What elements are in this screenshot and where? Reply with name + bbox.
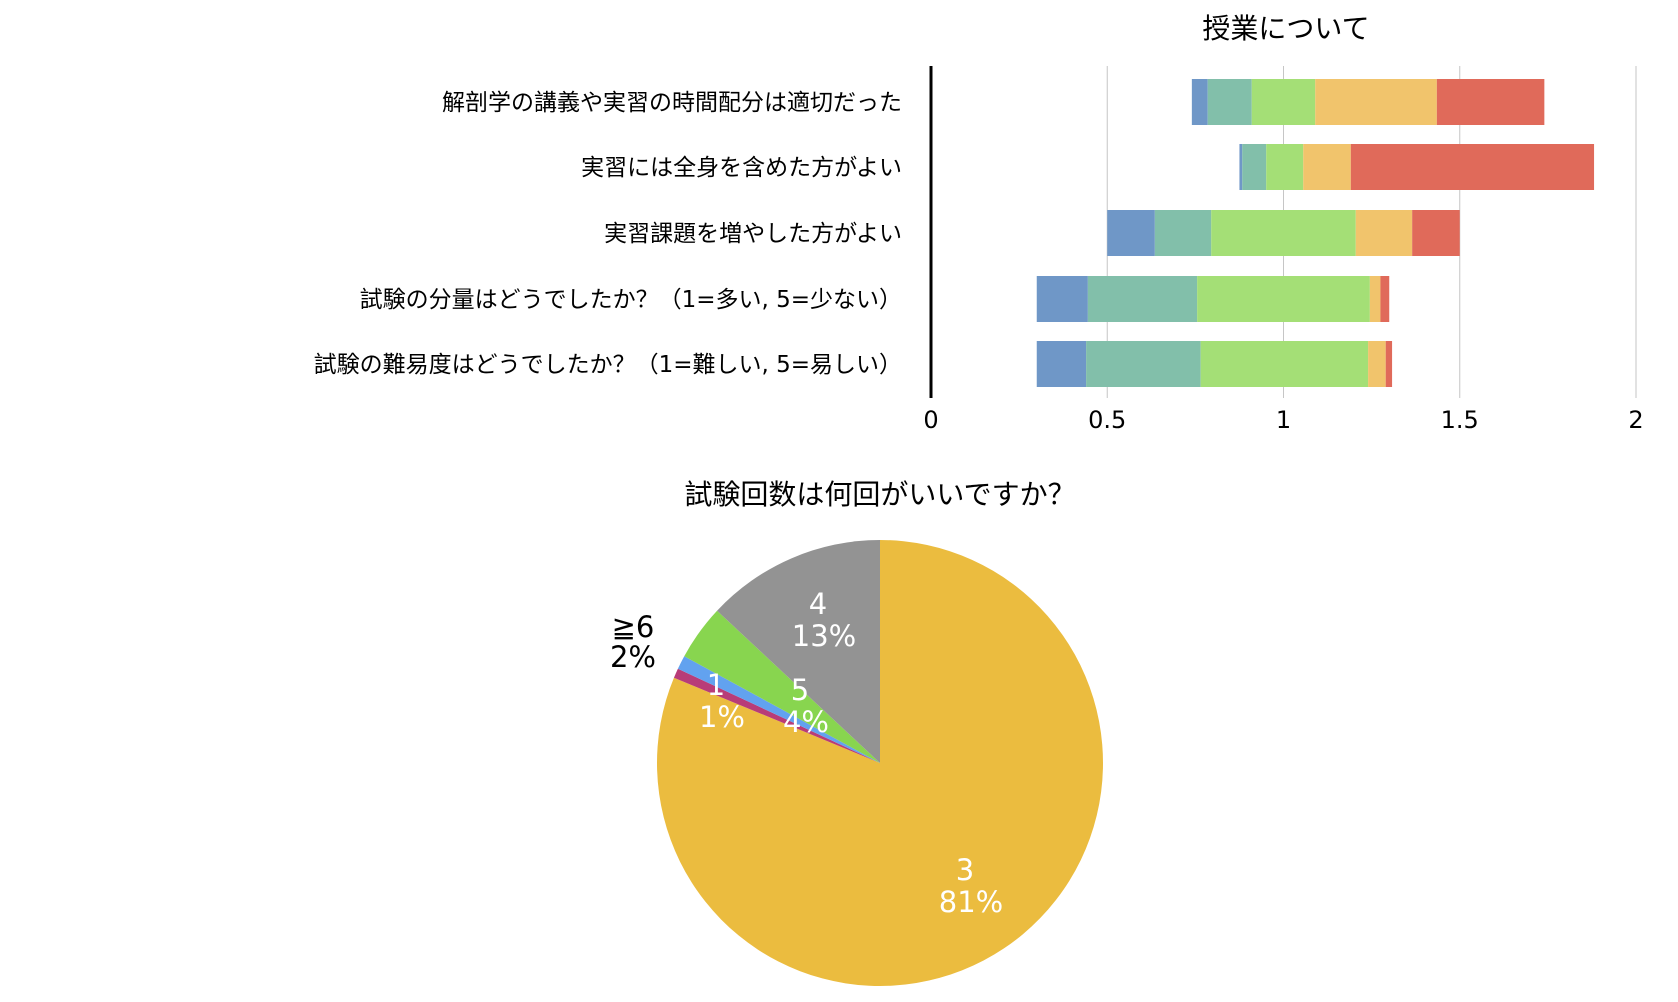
slice-label: 5 bbox=[791, 673, 809, 707]
x-tick-label: 1.5 bbox=[1441, 406, 1479, 434]
pie-chart: 試験回数は何回がいいですか？ 381% 11% 54% 413% ≧62% bbox=[610, 478, 1103, 987]
bar-segment bbox=[1385, 341, 1393, 387]
bar-segment bbox=[1315, 79, 1437, 125]
bar-chart-title: 授業について bbox=[1202, 12, 1369, 45]
pie-chart-title: 試験回数は何回がいいですか？ bbox=[684, 478, 1075, 511]
bar-segment bbox=[1191, 79, 1208, 125]
bar-segment bbox=[1355, 210, 1413, 256]
x-tick-label: 0 bbox=[923, 406, 938, 434]
x-tick-label: 0.5 bbox=[1088, 406, 1126, 434]
pie-slice bbox=[717, 540, 880, 763]
category-label: 実習には全身を含めた方がよい bbox=[581, 155, 902, 181]
bar-segment bbox=[1412, 210, 1460, 256]
bar-segment bbox=[1380, 276, 1390, 322]
pie-slice bbox=[673, 668, 880, 763]
bar-segment bbox=[1369, 276, 1381, 322]
pie-slice bbox=[677, 656, 880, 763]
bar-segment bbox=[1211, 210, 1356, 256]
slice-percent-label: 4% bbox=[783, 705, 829, 739]
bar-segment bbox=[1251, 79, 1316, 125]
bar-segment bbox=[1154, 210, 1212, 256]
category-label: 実習課題を増やした方がよい bbox=[604, 221, 902, 247]
slice-percent-label: 81% bbox=[939, 885, 1003, 919]
slice-label: 4 bbox=[809, 587, 827, 621]
x-tick-label: 1 bbox=[1276, 406, 1291, 434]
bar-segment bbox=[1266, 144, 1304, 190]
bar-segment bbox=[1368, 341, 1386, 387]
x-tick-label: 2 bbox=[1628, 406, 1643, 434]
bar-segment bbox=[1350, 144, 1595, 190]
pie-slice bbox=[684, 610, 880, 763]
slice-percent-label: 13% bbox=[792, 619, 856, 653]
category-label: 試験の分量はどうでしたか？（1=多い, 5=少ない） bbox=[360, 287, 902, 313]
bar-segment bbox=[1036, 276, 1088, 322]
bar-segment bbox=[1036, 341, 1087, 387]
bar-segment bbox=[1303, 144, 1351, 190]
bar-segment bbox=[1242, 144, 1267, 190]
slice-label: 1 bbox=[707, 668, 725, 702]
slice-label: 3 bbox=[956, 853, 974, 887]
bar-segment bbox=[1200, 341, 1369, 387]
bar-segment bbox=[1239, 144, 1243, 190]
stacked-bar-chart: 授業について 解剖学の講義や実習の時間配分は適切だった実習には全身を含めた方がよ… bbox=[314, 12, 1644, 434]
bar-segment bbox=[1087, 276, 1198, 322]
slice-percent-label: 1% bbox=[699, 700, 745, 734]
category-label: 試験の難易度はどうでしたか？（1=難しい, 5=易しい） bbox=[314, 352, 902, 378]
category-label: 解剖学の講義や実習の時間配分は適切だった bbox=[442, 90, 902, 116]
bar-segment bbox=[1207, 79, 1252, 125]
bar-segment bbox=[1197, 276, 1370, 322]
bar-segment bbox=[1436, 79, 1545, 125]
outside-slice-label: ≧6 bbox=[612, 610, 655, 644]
bar-segment bbox=[1107, 210, 1155, 256]
outside-slice-percent-label: 2% bbox=[610, 640, 656, 674]
bar-segment bbox=[1086, 341, 1201, 387]
